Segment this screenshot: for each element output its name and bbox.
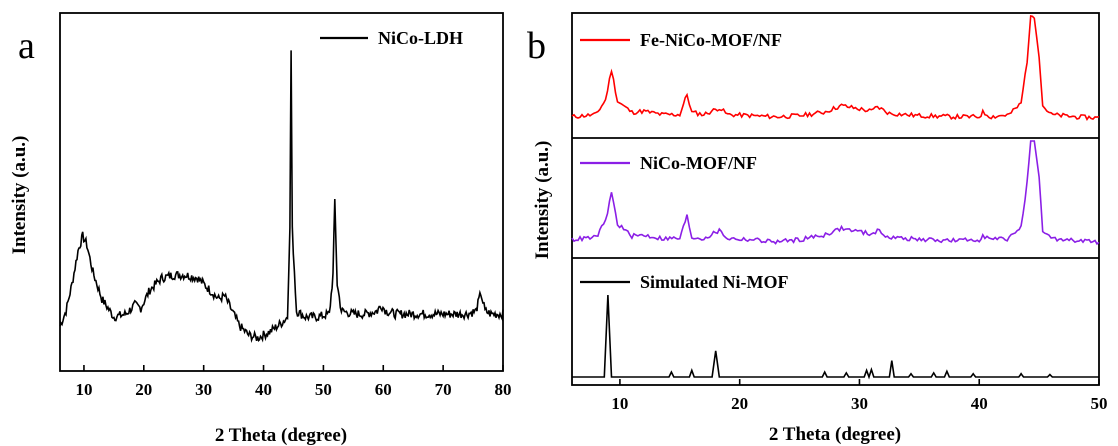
panel-b-x-tick-label-10: 10 [611, 394, 628, 413]
panel-a-x-axis-title: 2 Theta (degree) [215, 425, 347, 446]
panel-b-x-tick-label-50: 50 [1091, 394, 1108, 413]
panel-a: a 10 20 30 40 50 60 70 80 NiCo-LDH 2 Theta (deg… [9, 12, 512, 446]
panel-a-x-tick-label-40: 40 [255, 380, 272, 399]
panel-a-y-axis-title: Intensity (a.u.) [9, 136, 30, 255]
panel-b-y-axis-title: Intensity (a.u.) [532, 141, 553, 260]
panel-a-x-ticks: 10 20 30 40 50 60 70 80 [75, 365, 512, 399]
series-line-simulated-ni-mof [572, 294, 1099, 380]
panel-a-x-tick-label-30: 30 [195, 380, 212, 399]
panel-a-x-tick-label-20: 20 [135, 380, 152, 399]
legend-label-nico-ldh: NiCo-LDH [378, 28, 463, 48]
series-line-nico-ldh [59, 50, 504, 343]
panel-a-x-tick-label-70: 70 [435, 380, 452, 399]
panel-a-frame [59, 12, 504, 372]
legend-label-nico-mof-nf: NiCo-MOF/NF [640, 153, 757, 173]
panel-a-x-tick-label-10: 10 [75, 380, 92, 399]
panel-b: b Fe-NiCo-MOF/NF NiCo-MOF/NF Simulated N… [527, 12, 1108, 445]
panel-b-x-axis-title: 2 Theta (degree) [769, 424, 901, 445]
panel-b-frame [571, 12, 1100, 386]
panel-a-x-tick-label-60: 60 [375, 380, 392, 399]
panel-b-letter: b [527, 25, 546, 67]
panel-b-x-tick-label-30: 30 [851, 394, 868, 413]
panel-b-x-ticks: 10 20 30 40 50 [611, 379, 1108, 413]
panel-b-x-tick-label-40: 40 [971, 394, 988, 413]
series-line-fe-nico-mof-nf [571, 15, 1100, 122]
panel-b-x-tick-label-20: 20 [731, 394, 748, 413]
panel-a-letter: a [18, 25, 35, 67]
panel-a-x-tick-label-80: 80 [495, 380, 512, 399]
legend-label-simulated-ni-mof: Simulated Ni-MOF [640, 272, 789, 292]
legend-label-fe-nico-mof-nf: Fe-NiCo-MOF/NF [640, 30, 782, 50]
series-line-nico-mof-nf [571, 140, 1100, 246]
panel-a-x-tick-label-50: 50 [315, 380, 332, 399]
